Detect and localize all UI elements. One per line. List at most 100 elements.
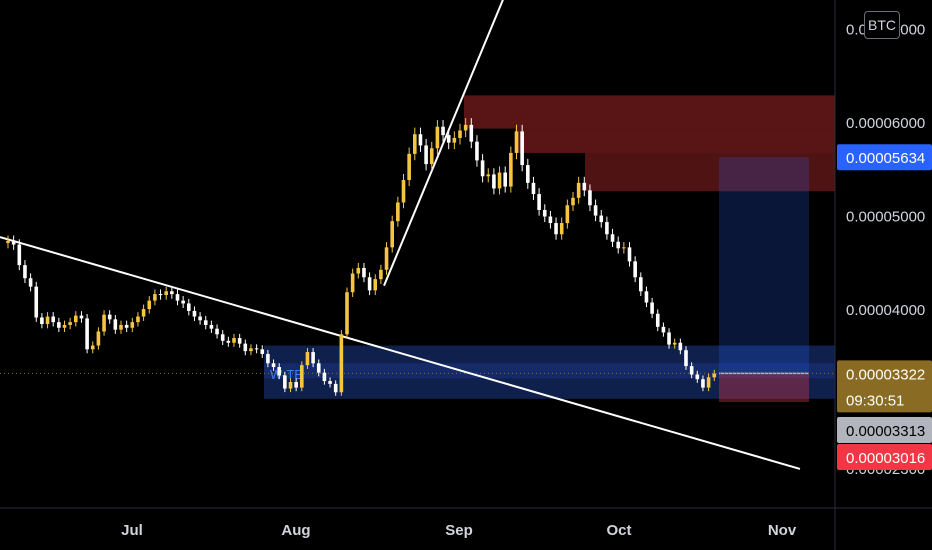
candle-body bbox=[610, 234, 615, 242]
candle-body bbox=[446, 135, 451, 143]
time-axis-label: Oct bbox=[606, 522, 631, 539]
candle-body bbox=[356, 267, 361, 274]
candle-body bbox=[153, 294, 157, 301]
price-axis-label: 0.00006000 bbox=[846, 115, 925, 132]
candle-body bbox=[62, 324, 67, 328]
candle-body bbox=[243, 343, 248, 352]
candle-body bbox=[328, 381, 332, 384]
candle-body bbox=[45, 316, 50, 325]
candle-body bbox=[396, 202, 400, 222]
candle-body bbox=[401, 180, 406, 203]
candle-body bbox=[249, 348, 253, 352]
candle-body bbox=[164, 291, 168, 296]
descending-trendline bbox=[0, 236, 801, 470]
candle-body bbox=[639, 277, 643, 292]
candle-body bbox=[198, 316, 202, 321]
candle-body bbox=[17, 244, 22, 266]
candle-body bbox=[339, 334, 344, 393]
candle-body bbox=[689, 366, 694, 375]
candle-body bbox=[633, 261, 637, 278]
candle-body bbox=[571, 197, 575, 206]
candle-body bbox=[531, 182, 536, 195]
candle-body bbox=[107, 314, 112, 320]
zones-layer: W-TB bbox=[0, 95, 835, 403]
candle-body bbox=[542, 209, 547, 217]
resistance-zone-lower bbox=[585, 152, 835, 192]
candle-body bbox=[384, 247, 389, 270]
candle-body bbox=[141, 309, 146, 317]
candle-body bbox=[74, 315, 78, 323]
candle-body bbox=[311, 352, 315, 364]
candle-body bbox=[622, 247, 626, 249]
candle-body bbox=[175, 294, 180, 301]
candle-body bbox=[288, 381, 293, 389]
candle-body bbox=[599, 215, 604, 223]
candle-body bbox=[492, 174, 496, 189]
candle-body bbox=[209, 324, 214, 329]
candle-body bbox=[215, 328, 219, 335]
resistance-zone-upper bbox=[464, 95, 835, 129]
candle-body bbox=[254, 348, 259, 350]
candle-body bbox=[170, 291, 174, 295]
candle-body bbox=[373, 279, 378, 291]
candle-body bbox=[565, 205, 570, 224]
candle-body bbox=[701, 379, 705, 388]
candles-layer bbox=[6, 118, 717, 396]
candle-body bbox=[96, 331, 101, 346]
candle-body bbox=[429, 148, 434, 165]
candle-body bbox=[627, 247, 632, 262]
candle-body bbox=[667, 332, 671, 345]
candle-body bbox=[548, 216, 553, 224]
candle-body bbox=[497, 172, 502, 189]
candle-body bbox=[644, 291, 649, 303]
candle-body bbox=[435, 126, 440, 149]
candle-body bbox=[526, 165, 530, 183]
candle-body bbox=[469, 124, 474, 142]
candle-body bbox=[458, 130, 462, 138]
candle-body bbox=[559, 223, 564, 235]
candle-body bbox=[40, 317, 44, 325]
candle-body bbox=[362, 267, 366, 278]
candle-body bbox=[237, 338, 242, 344]
candle-body bbox=[379, 269, 383, 280]
candle-body bbox=[181, 300, 185, 304]
candle-body bbox=[509, 152, 513, 187]
candle-body bbox=[475, 141, 479, 161]
candle-body bbox=[605, 222, 609, 235]
candle-body bbox=[350, 273, 355, 293]
candle-body bbox=[305, 352, 310, 366]
candle-body bbox=[706, 377, 711, 388]
candle-body bbox=[695, 374, 700, 380]
candle-body bbox=[678, 342, 683, 351]
symbol-badge[interactable]: BTC bbox=[864, 11, 900, 39]
stop-price-tag bbox=[837, 444, 932, 470]
candle-body bbox=[192, 310, 197, 317]
candle-body bbox=[333, 383, 338, 393]
candle-body bbox=[424, 145, 428, 165]
candle-body bbox=[294, 381, 298, 388]
time-axis-label: Sep bbox=[445, 522, 473, 539]
candle-body bbox=[158, 294, 163, 296]
candle-body bbox=[480, 160, 485, 177]
candle-body bbox=[407, 153, 411, 181]
candle-body bbox=[68, 322, 72, 325]
trendlines-layer bbox=[0, 0, 801, 470]
candle-body bbox=[220, 334, 225, 341]
target-price-tag bbox=[837, 144, 932, 171]
candle-body bbox=[520, 131, 524, 166]
candle-body bbox=[390, 221, 394, 248]
target-price-text: 0.00005634 bbox=[846, 150, 925, 167]
candle-body bbox=[187, 303, 191, 311]
candle-body bbox=[413, 134, 417, 154]
candle-body bbox=[503, 172, 507, 187]
candle-body bbox=[367, 277, 372, 291]
candle-body bbox=[102, 314, 106, 332]
candle-body bbox=[661, 326, 666, 333]
candle-body bbox=[283, 375, 287, 389]
candle-body bbox=[124, 324, 129, 328]
candle-body bbox=[582, 182, 587, 191]
candle-body bbox=[316, 363, 321, 373]
candle-body bbox=[554, 223, 558, 235]
price-axis-label: 0.00004000 bbox=[846, 302, 925, 319]
